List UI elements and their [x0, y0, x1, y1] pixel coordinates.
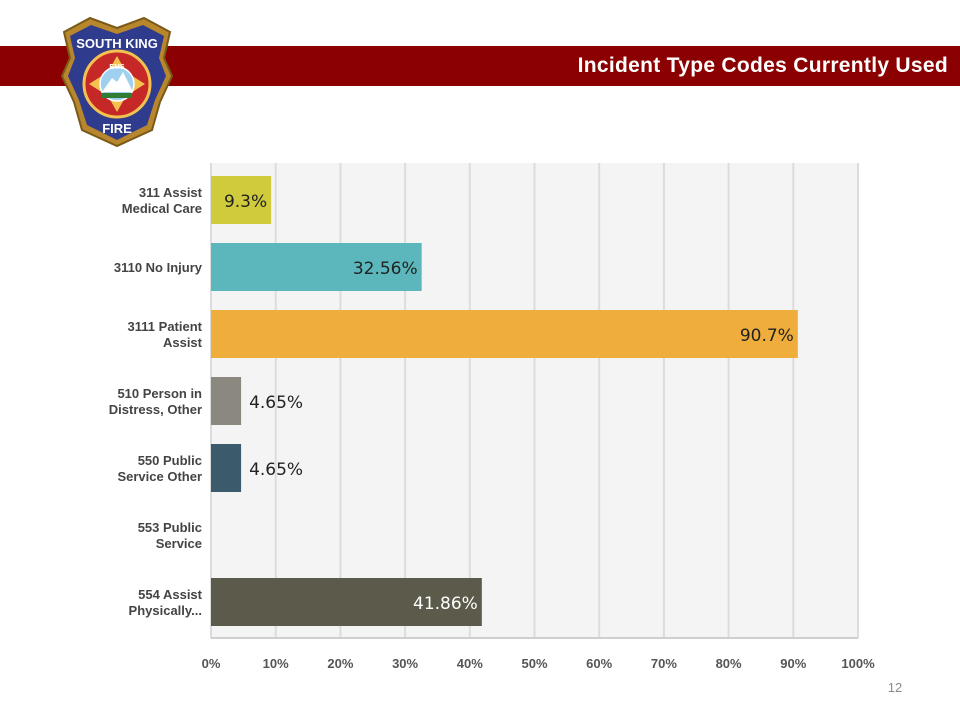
x-tick-label: 10%: [263, 656, 289, 671]
category-label: 3111 Patient: [128, 319, 203, 334]
badge-center-text: EMS: [109, 64, 125, 71]
bar-value-label: 4.65%: [249, 460, 303, 480]
bar-value-label: 32.56%: [353, 259, 418, 279]
bar: [211, 243, 422, 291]
category-label: 554 Assist: [138, 587, 203, 602]
bar-value-label: 90.7%: [740, 326, 794, 346]
x-tick-label: 70%: [651, 656, 677, 671]
badge-bottom-text: FIRE: [102, 121, 132, 136]
bar-value-label: 9.3%: [224, 192, 267, 212]
bar: [211, 377, 242, 425]
category-label: Service Other: [117, 469, 202, 484]
category-label: Service: [156, 536, 202, 551]
bar-value-label: 4.65%: [249, 393, 303, 413]
x-tick-label: 0%: [202, 656, 221, 671]
x-tick-label: 100%: [841, 656, 875, 671]
forest-icon: [102, 93, 132, 98]
x-tick-label: 40%: [457, 656, 483, 671]
category-label: 311 Assist: [139, 185, 203, 200]
bar-value-label: 41.86%: [413, 594, 478, 614]
x-tick-label: 20%: [327, 656, 353, 671]
category-label: 3110 No Injury: [114, 260, 203, 275]
page-number: 12: [887, 680, 903, 695]
bar: [211, 578, 482, 626]
x-tick-label: 80%: [716, 656, 742, 671]
fire-department-badge-icon: SOUTH KING EMS FIRE: [60, 16, 174, 148]
x-tick-label: 90%: [780, 656, 806, 671]
category-label: Physically...: [129, 603, 202, 618]
category-label: Distress, Other: [109, 402, 202, 417]
x-tick-label: 30%: [392, 656, 418, 671]
category-label: 550 Public: [138, 453, 202, 468]
category-label: 510 Person in: [117, 386, 202, 401]
mountain-icon: [102, 72, 133, 92]
bar: [211, 176, 272, 224]
x-tick-label: 60%: [586, 656, 612, 671]
bar: [211, 310, 798, 358]
category-label: 553 Public: [138, 520, 202, 535]
badge-top-text: SOUTH KING: [76, 36, 158, 51]
slide-title: Incident Type Codes Currently Used: [577, 54, 948, 77]
x-tick-label: 50%: [521, 656, 547, 671]
category-label: Medical Care: [122, 201, 202, 216]
category-label: Assist: [163, 335, 203, 350]
bar: [211, 444, 242, 492]
